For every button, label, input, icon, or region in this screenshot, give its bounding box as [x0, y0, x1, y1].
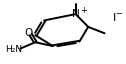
- Text: +: +: [80, 6, 87, 15]
- Text: I: I: [112, 13, 116, 23]
- Text: O: O: [24, 28, 33, 38]
- Text: H₂N: H₂N: [5, 45, 22, 54]
- Text: −: −: [116, 10, 123, 19]
- Text: N: N: [72, 9, 80, 19]
